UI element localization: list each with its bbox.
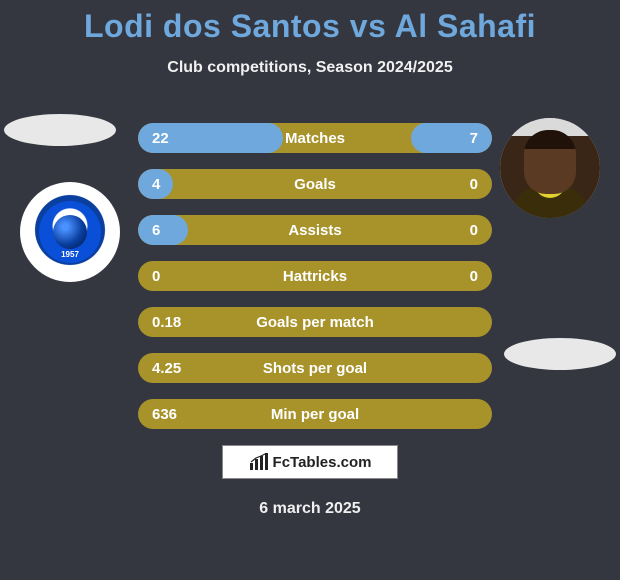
stat-value-right: 0 (470, 176, 478, 193)
stat-row-assists: 6Assists0 (138, 215, 492, 245)
player-right-portrait (500, 118, 600, 218)
stat-value-left: 6 (152, 222, 160, 239)
player-left-column: 1957 (0, 110, 120, 310)
page-title: Lodi dos Santos vs Al Sahafi (0, 0, 620, 45)
date-label: 6 march 2025 (0, 500, 620, 518)
comparison-bars: 22Matches74Goals06Assists00Hattricks00.1… (138, 123, 492, 445)
player-left-placeholder-oval (4, 114, 116, 146)
stat-label: Hattricks (138, 261, 492, 291)
stat-row-goals-per-match: 0.18Goals per match (138, 307, 492, 337)
player-left-club-badge: 1957 (20, 182, 120, 282)
stat-value-right: 0 (470, 222, 478, 239)
stat-value-left: 636 (152, 406, 177, 423)
player-right-placeholder-oval (504, 338, 616, 370)
fctables-logo: FcTables.com (222, 445, 398, 479)
stat-label: Min per goal (138, 399, 492, 429)
stat-value-left: 0 (152, 268, 160, 285)
badge-year: 1957 (39, 250, 101, 259)
logo-text: FcTables.com (273, 454, 372, 471)
bars-icon (249, 453, 269, 471)
stat-value-left: 22 (152, 130, 169, 147)
stat-row-hattricks: 0Hattricks0 (138, 261, 492, 291)
stat-row-matches: 22Matches7 (138, 123, 492, 153)
stat-row-shots-per-goal: 4.25Shots per goal (138, 353, 492, 383)
stat-label: Goals (138, 169, 492, 199)
stat-value-right: 0 (470, 268, 478, 285)
subtitle: Club competitions, Season 2024/2025 (0, 59, 620, 77)
stat-value-left: 4.25 (152, 360, 181, 377)
bar-fill-left (138, 215, 188, 245)
stat-label: Goals per match (138, 307, 492, 337)
stat-value-left: 4 (152, 176, 160, 193)
stat-row-goals: 4Goals0 (138, 169, 492, 199)
stat-label: Shots per goal (138, 353, 492, 383)
stat-value-right: 7 (470, 130, 478, 147)
stat-label: Assists (138, 215, 492, 245)
bar-fill-right (411, 123, 492, 153)
stat-row-min-per-goal: 636Min per goal (138, 399, 492, 429)
stat-value-left: 0.18 (152, 314, 181, 331)
player-right-column (500, 110, 620, 310)
